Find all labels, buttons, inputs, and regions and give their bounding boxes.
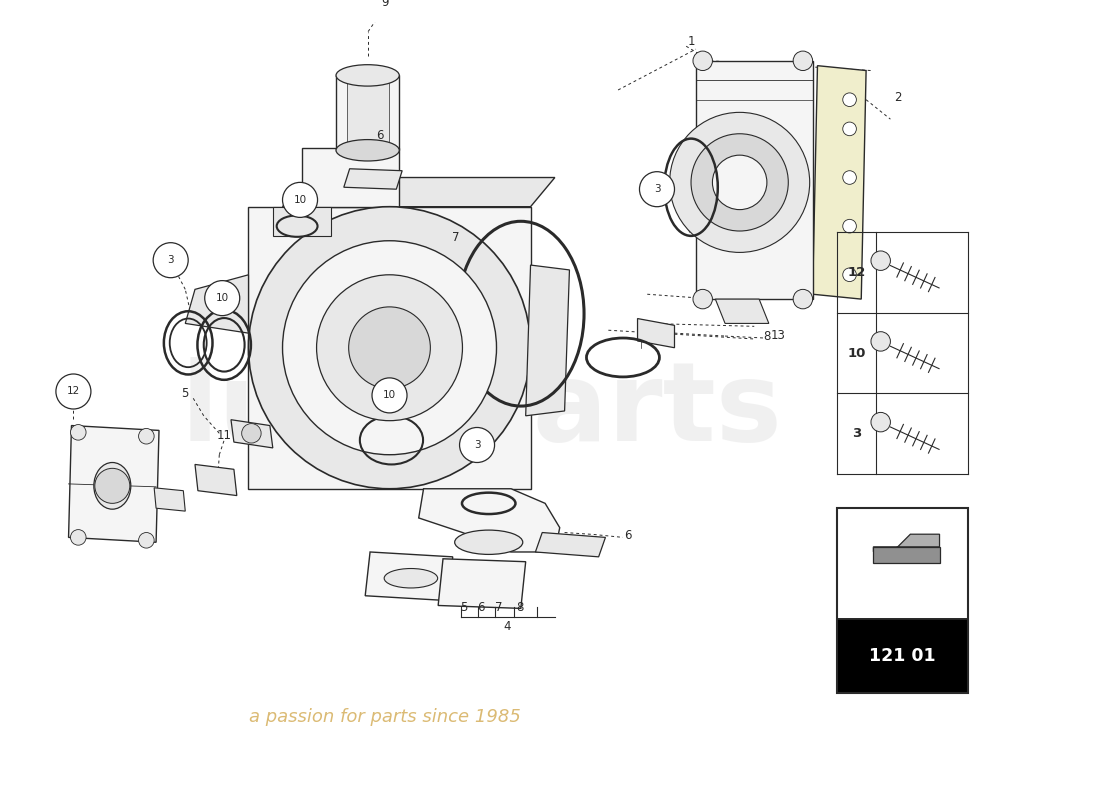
Text: 7: 7 (495, 601, 503, 614)
Circle shape (693, 290, 713, 309)
Text: 4: 4 (504, 620, 512, 634)
Polygon shape (526, 265, 570, 416)
Circle shape (460, 427, 495, 462)
Polygon shape (536, 533, 605, 557)
Text: 2: 2 (894, 91, 902, 104)
Text: 11: 11 (217, 429, 232, 442)
Text: ludoparts: ludoparts (182, 358, 783, 465)
Bar (837, 508, 968, 619)
Circle shape (843, 93, 857, 106)
Polygon shape (344, 169, 403, 189)
Circle shape (713, 155, 767, 210)
Polygon shape (873, 534, 939, 552)
Circle shape (95, 468, 130, 503)
Ellipse shape (336, 65, 399, 86)
Text: 3: 3 (167, 255, 174, 265)
Text: 8: 8 (763, 330, 771, 342)
Text: 10: 10 (294, 195, 307, 205)
Text: 13: 13 (771, 329, 786, 342)
Circle shape (843, 219, 857, 233)
Text: 3: 3 (653, 184, 660, 194)
Circle shape (249, 206, 530, 489)
Text: 6: 6 (624, 529, 631, 542)
Text: 9: 9 (381, 0, 388, 9)
Polygon shape (346, 78, 388, 150)
Circle shape (871, 332, 890, 351)
Ellipse shape (336, 139, 399, 161)
Polygon shape (283, 178, 554, 206)
Circle shape (283, 182, 318, 218)
Circle shape (242, 423, 261, 443)
Text: 7: 7 (452, 231, 460, 244)
Circle shape (793, 51, 813, 70)
Polygon shape (154, 488, 185, 511)
Polygon shape (195, 465, 236, 495)
Text: 3: 3 (474, 440, 481, 450)
Polygon shape (696, 61, 813, 299)
Polygon shape (715, 299, 769, 323)
Circle shape (139, 533, 154, 548)
Polygon shape (813, 66, 866, 299)
Ellipse shape (384, 569, 438, 588)
Circle shape (693, 51, 713, 70)
Polygon shape (419, 489, 560, 552)
Circle shape (70, 425, 86, 440)
Circle shape (843, 122, 857, 136)
Circle shape (871, 251, 890, 270)
Text: 6: 6 (376, 129, 384, 142)
Circle shape (843, 170, 857, 184)
Circle shape (70, 530, 86, 545)
Polygon shape (438, 558, 526, 608)
Ellipse shape (94, 462, 131, 509)
Text: 8: 8 (516, 601, 524, 614)
Bar (837, 619, 968, 693)
Circle shape (139, 429, 154, 444)
Circle shape (670, 112, 810, 253)
Text: 10: 10 (383, 390, 396, 400)
Text: 121 01: 121 01 (869, 647, 936, 665)
Circle shape (871, 413, 890, 432)
Text: 6: 6 (477, 601, 485, 614)
Polygon shape (365, 552, 453, 601)
Polygon shape (185, 274, 249, 333)
Text: 5: 5 (460, 601, 467, 614)
Text: 12: 12 (67, 386, 80, 397)
Circle shape (793, 290, 813, 309)
Circle shape (205, 281, 240, 316)
Circle shape (317, 274, 462, 421)
Ellipse shape (454, 530, 522, 554)
Polygon shape (249, 206, 530, 489)
Circle shape (691, 134, 789, 231)
Text: 10: 10 (847, 346, 866, 359)
Text: 5: 5 (182, 387, 189, 400)
Circle shape (843, 268, 857, 282)
Circle shape (349, 307, 430, 389)
Circle shape (372, 378, 407, 413)
Polygon shape (302, 148, 399, 206)
Text: 12: 12 (847, 266, 866, 279)
Circle shape (639, 172, 674, 206)
Text: 1: 1 (688, 35, 695, 48)
Text: 10: 10 (216, 293, 229, 303)
Polygon shape (336, 75, 399, 150)
Polygon shape (873, 547, 939, 563)
Polygon shape (68, 426, 160, 542)
Circle shape (56, 374, 91, 409)
Circle shape (153, 242, 188, 278)
Polygon shape (231, 420, 273, 448)
Polygon shape (638, 318, 674, 348)
Polygon shape (273, 206, 331, 236)
Circle shape (283, 241, 496, 454)
Text: 3: 3 (851, 427, 861, 440)
Text: a passion for parts since 1985: a passion for parts since 1985 (249, 708, 520, 726)
